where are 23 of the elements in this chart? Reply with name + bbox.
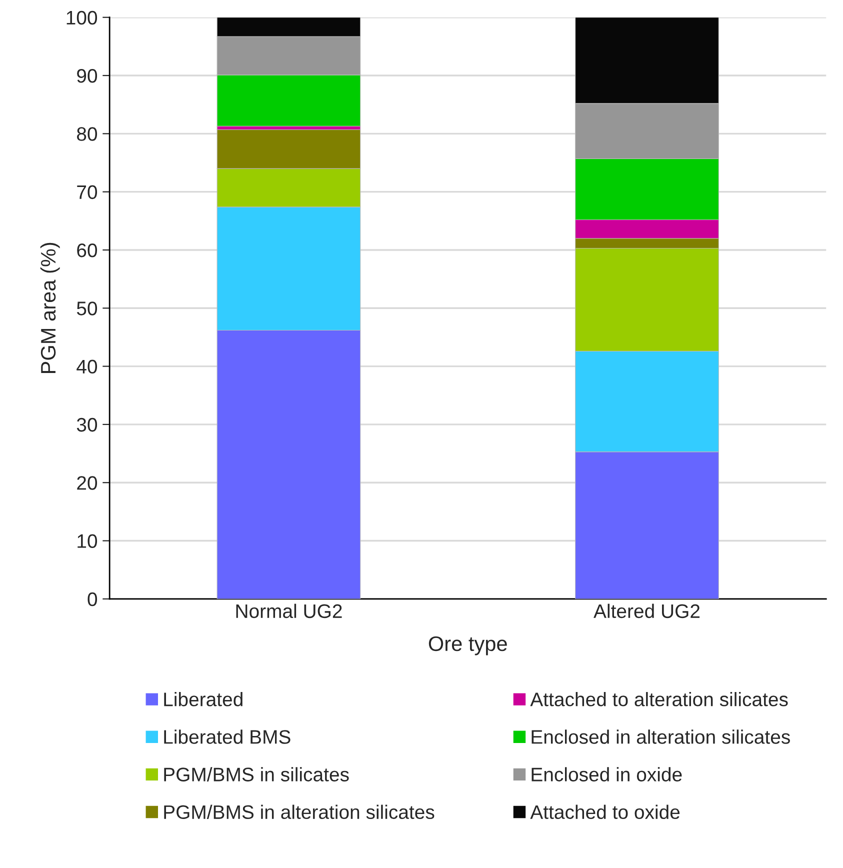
legend-label: Enclosed in oxide <box>532 767 682 782</box>
y-axis-title: PGM area (%) <box>40 242 60 373</box>
x-tick-label: Altered UG2 <box>594 604 700 618</box>
legend-label: Enclosed in alteration silicates <box>532 730 790 744</box>
legend-label: PGM/BMS in silicates <box>164 767 349 782</box>
y-tick-label: 80 <box>77 127 98 141</box>
y-tick-label: 50 <box>76 302 98 316</box>
x-tick-label: Normal UG2 <box>236 604 342 618</box>
legend-label: Attached to oxide <box>530 804 680 820</box>
y-tick-label: 100 <box>66 10 98 25</box>
y-tick-label: 60 <box>77 243 98 258</box>
y-tick-label: 90 <box>77 68 98 83</box>
y-tick-label: 40 <box>76 360 98 374</box>
legend-label: PGM/BMS in alteration silicates <box>164 804 434 820</box>
y-tick-label: 20 <box>77 476 98 490</box>
legend-label: Liberated BMS <box>164 730 290 744</box>
y-tick-label: 0 <box>88 592 98 606</box>
y-tick-label: 70 <box>77 185 98 200</box>
y-tick-label: 10 <box>78 534 98 548</box>
legend-label: Liberated <box>164 692 242 706</box>
y-tick-label: 30 <box>76 418 98 432</box>
legend-label: Attached to alteration silicates <box>530 692 788 706</box>
x-axis-title: Ore type <box>428 636 507 656</box>
